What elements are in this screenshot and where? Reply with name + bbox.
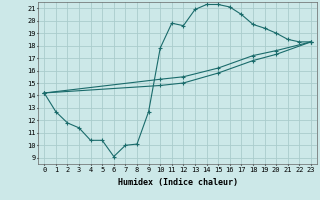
X-axis label: Humidex (Indice chaleur): Humidex (Indice chaleur) [118, 178, 238, 187]
